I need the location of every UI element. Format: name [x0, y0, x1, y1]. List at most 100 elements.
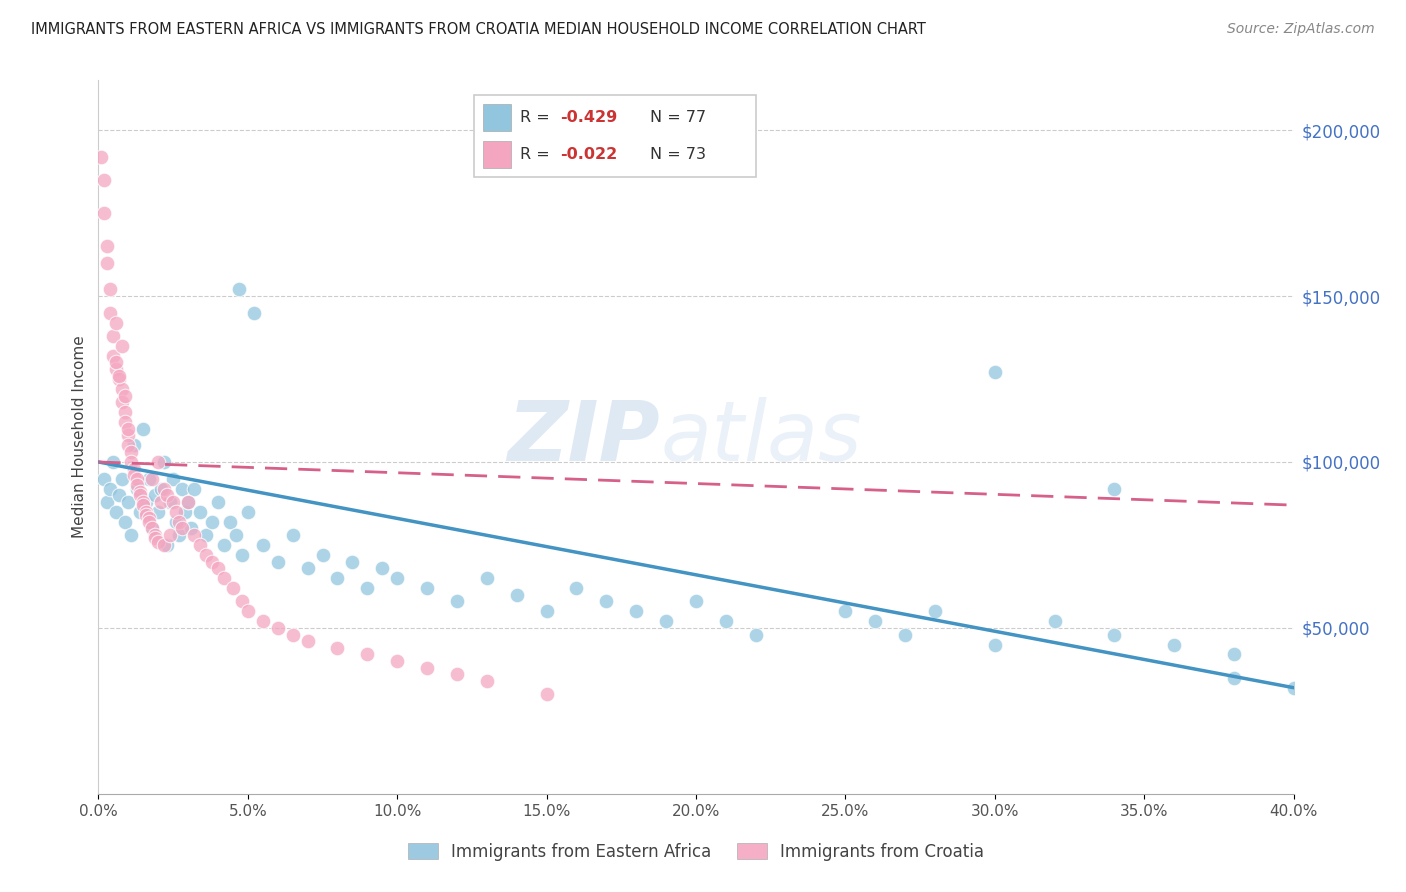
Point [1223, 671, 1246, 685]
Point [135, 508, 157, 522]
Point [212, 538, 235, 552]
Point [105, 362, 128, 376]
Point [135, 505, 157, 519]
Point [120, 528, 142, 542]
Point [297, 634, 319, 648]
Point [103, 455, 125, 469]
Point [127, 472, 149, 486]
Point [93, 206, 115, 220]
Point [236, 604, 259, 618]
Point [148, 455, 170, 469]
Point [201, 555, 224, 569]
Point [114, 415, 136, 429]
Point [252, 615, 274, 629]
Text: IMMIGRANTS FROM EASTERN AFRICA VS IMMIGRANTS FROM CROATIA MEDIAN HOUSEHOLD INCOM: IMMIGRANTS FROM EASTERN AFRICA VS IMMIGR… [31, 22, 925, 37]
Point [243, 305, 266, 319]
Point [536, 604, 558, 618]
Point [150, 495, 173, 509]
Point [225, 528, 247, 542]
Point [536, 687, 558, 701]
Point [297, 561, 319, 575]
Point [143, 488, 166, 502]
Point [117, 495, 139, 509]
Point [228, 282, 250, 296]
Point [1163, 638, 1185, 652]
Point [135, 495, 157, 509]
Point [174, 505, 197, 519]
Point [114, 515, 136, 529]
Point [98, 305, 122, 319]
Point [326, 571, 349, 585]
Point [165, 505, 187, 519]
Point [714, 615, 737, 629]
Point [342, 555, 364, 569]
Point [416, 581, 439, 595]
Point [98, 282, 122, 296]
Point [108, 488, 131, 502]
Point [162, 472, 184, 486]
Point [93, 173, 115, 187]
Point [865, 615, 887, 629]
Point [111, 339, 134, 353]
Point [90, 150, 112, 164]
Point [153, 482, 176, 496]
Text: R =: R = [520, 147, 555, 162]
Point [231, 594, 253, 608]
Point [195, 528, 218, 542]
Point [93, 472, 115, 486]
Point [105, 355, 128, 369]
Point [371, 561, 394, 575]
Text: ZIP: ZIP [508, 397, 661, 477]
Point [475, 571, 498, 585]
Point [103, 329, 125, 343]
Point [565, 581, 588, 595]
Point [96, 239, 118, 253]
Point [111, 382, 134, 396]
Point [143, 531, 166, 545]
Point [180, 521, 202, 535]
Point [108, 372, 131, 386]
Point [267, 621, 290, 635]
Point [745, 627, 768, 641]
Point [1282, 681, 1305, 695]
Point [129, 484, 152, 499]
Point [117, 428, 139, 442]
Point [129, 488, 152, 502]
Point [165, 515, 187, 529]
Point [143, 528, 166, 542]
Point [114, 405, 136, 419]
Point [1104, 627, 1126, 641]
Point [177, 495, 200, 509]
Point [111, 395, 134, 409]
Point [236, 505, 259, 519]
Point [108, 368, 131, 383]
Point [132, 498, 155, 512]
Point [167, 515, 190, 529]
Point [127, 482, 149, 496]
Point [132, 422, 155, 436]
Point [894, 627, 917, 641]
Point [156, 488, 179, 502]
Point [132, 495, 155, 509]
Point [201, 515, 224, 529]
Point [281, 528, 304, 542]
Point [117, 438, 139, 452]
Point [446, 594, 468, 608]
Point [127, 478, 149, 492]
Point [141, 472, 163, 486]
Point [219, 515, 242, 529]
Point [252, 538, 274, 552]
Point [111, 472, 134, 486]
Point [156, 538, 179, 552]
Point [124, 461, 146, 475]
Point [1223, 648, 1246, 662]
Y-axis label: Median Household Income: Median Household Income [72, 335, 87, 539]
Point [172, 482, 194, 496]
Text: N = 73: N = 73 [650, 147, 706, 162]
Point [1104, 482, 1126, 496]
Point [231, 548, 253, 562]
Text: atlas: atlas [661, 397, 862, 477]
Point [984, 365, 1007, 379]
Point [138, 515, 160, 529]
Point [114, 388, 136, 402]
